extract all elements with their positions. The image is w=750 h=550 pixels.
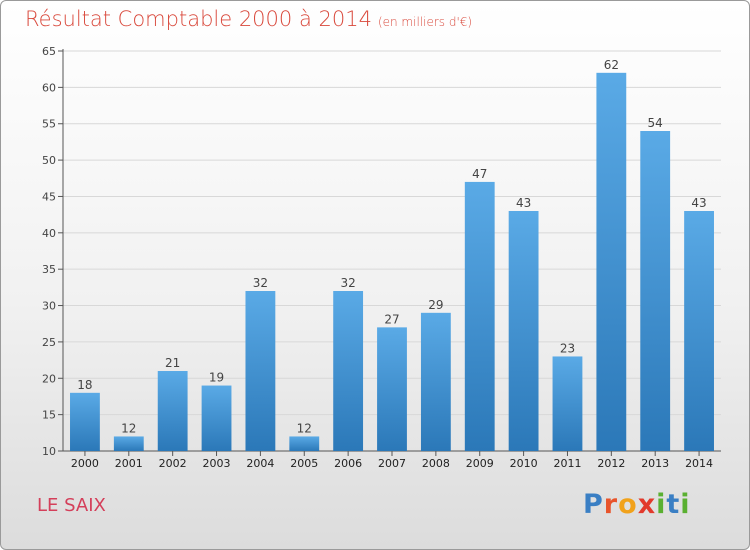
data-label: 21: [165, 356, 180, 370]
data-label: 32: [253, 276, 268, 290]
x-tick-label: 2002: [159, 457, 187, 470]
data-label: 12: [121, 421, 136, 435]
logo-letter: i: [656, 489, 667, 520]
location-name: LE SAIX: [37, 495, 106, 516]
chart-subtitle: (en milliers d'€): [377, 15, 473, 29]
chart-title: Résultat Comptable 2000 à 2014 (en millie…: [25, 7, 472, 31]
y-tick-label: 35: [42, 263, 56, 276]
data-label: 23: [560, 341, 575, 355]
y-tick-label: 65: [42, 45, 56, 58]
x-tick-label: 2011: [553, 457, 581, 470]
x-tick-label: 2006: [334, 457, 362, 470]
bar: [289, 436, 320, 451]
bar: [464, 181, 495, 451]
x-tick-label: 2012: [597, 457, 625, 470]
bar: [70, 392, 100, 451]
x-tick-label: 2005: [290, 457, 318, 470]
logo-letter: i: [680, 489, 691, 520]
y-tick-label: 55: [42, 118, 56, 131]
bar: [596, 72, 627, 452]
y-tick-label: 25: [42, 336, 56, 349]
data-label: 54: [648, 116, 663, 130]
data-label: 47: [472, 167, 487, 181]
data-label: 29: [428, 298, 443, 312]
x-tick-label: 2004: [246, 457, 274, 470]
logo-letter: r: [603, 489, 619, 520]
x-tick-label: 2010: [510, 457, 538, 470]
y-tick-label: 40: [42, 227, 56, 240]
bar: [552, 356, 583, 451]
x-tick-label: 2000: [71, 457, 99, 470]
x-tick-label: 2009: [466, 457, 494, 470]
data-label: 12: [297, 421, 312, 435]
logo-letter: P: [583, 489, 604, 520]
bar: [333, 291, 364, 451]
bar: [157, 371, 188, 451]
bar: [201, 385, 232, 451]
x-tick-label: 2008: [422, 457, 450, 470]
data-label: 62: [604, 58, 619, 72]
x-tick-label: 2007: [378, 457, 406, 470]
logo-letter: o: [618, 489, 638, 520]
x-tick-label: 2014: [685, 457, 713, 470]
bar: [684, 211, 714, 451]
y-tick-label: 10: [42, 445, 56, 458]
data-label: 43: [516, 196, 531, 210]
x-tick-label: 2003: [203, 457, 231, 470]
logo-letter: x: [637, 489, 657, 520]
data-label: 18: [77, 378, 92, 392]
labels: 2000 18 2001 12 2002 21 2003 19 2004 32 2005 12 2006…: [71, 58, 713, 470]
bar: [420, 312, 451, 451]
bar: [508, 211, 539, 451]
data-label: 27: [384, 312, 399, 326]
bars: [70, 72, 714, 452]
data-label: 19: [209, 371, 224, 385]
chart-title-text: Résultat Comptable 2000 à 2014: [25, 7, 372, 31]
y-tick-label: 20: [42, 372, 56, 385]
x-tick-label: 2001: [115, 457, 143, 470]
y-tick-label: 30: [42, 300, 56, 313]
bar: [640, 131, 671, 451]
y-tick-label: 60: [42, 81, 56, 94]
logo-letter: t: [666, 489, 681, 520]
y-tick-label: 50: [42, 154, 56, 167]
bar: [377, 327, 407, 451]
y-tick-label: 15: [42, 409, 56, 422]
data-label: 43: [691, 196, 706, 210]
data-label: 32: [340, 276, 355, 290]
y-tick-label: 45: [42, 190, 56, 203]
bar: [245, 291, 276, 451]
proxiti-logo[interactable]: Proxiti: [583, 489, 691, 520]
bar: [113, 436, 144, 451]
x-tick-label: 2013: [641, 457, 669, 470]
